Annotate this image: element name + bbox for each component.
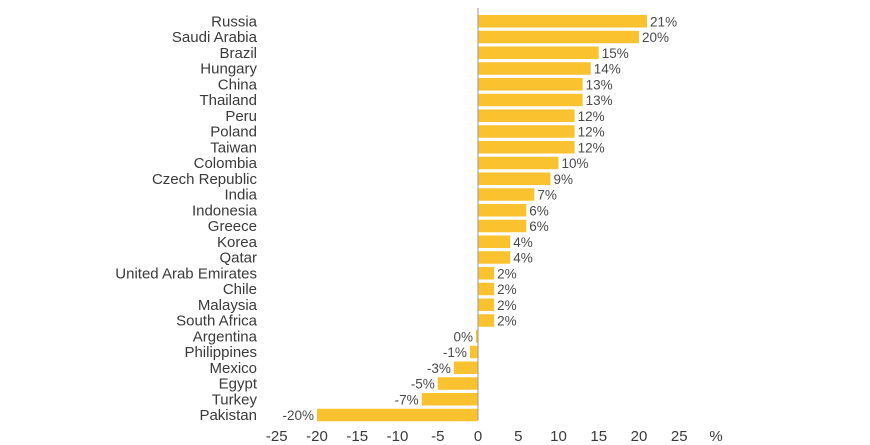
x-tick-label: -10 [387, 428, 409, 445]
bar [437, 377, 478, 390]
bar [478, 219, 527, 233]
category-label: Thailand [199, 92, 257, 109]
value-label: 4% [513, 235, 533, 250]
category-label: Saudi Arabia [172, 29, 258, 46]
category-label: Argentina [193, 328, 258, 345]
bar [478, 141, 575, 154]
category-label: Greece [208, 218, 257, 235]
bars-group [317, 15, 648, 422]
bar [478, 15, 648, 28]
x-tick-label: 15 [590, 428, 607, 445]
value-label: 21% [650, 14, 677, 29]
value-label: 13% [586, 77, 613, 92]
value-label: 15% [602, 46, 629, 61]
bar [478, 109, 575, 122]
category-label: Poland [210, 124, 257, 141]
category-label: Chile [223, 281, 257, 298]
category-label: Pakistan [199, 407, 257, 424]
category-label: Qatar [219, 250, 257, 267]
x-axis-unit-label: % [709, 428, 722, 445]
category-label: Czech Republic [152, 171, 258, 188]
value-label: 10% [562, 156, 589, 171]
category-label: South Africa [176, 313, 258, 330]
x-tick-label: -20 [306, 428, 328, 445]
value-label: 2% [497, 298, 517, 313]
bar [421, 393, 478, 406]
category-label: Malaysia [198, 297, 258, 314]
value-label: 9% [553, 172, 573, 187]
bar [478, 46, 599, 59]
x-tick-label: 25 [671, 428, 688, 445]
category-label: Peru [225, 108, 257, 125]
value-label: 14% [594, 62, 621, 77]
value-label: 2% [497, 282, 517, 297]
category-label: Egypt [219, 376, 258, 393]
value-label: 12% [578, 109, 605, 124]
value-label: 20% [642, 30, 669, 45]
bar [478, 156, 559, 170]
bar [478, 235, 511, 248]
value-label: 7% [537, 188, 557, 203]
value-label: 0% [453, 329, 473, 344]
category-label: Taiwan [210, 139, 257, 156]
category-label: Korea [217, 234, 258, 251]
value-label: 12% [578, 125, 605, 140]
bar [478, 125, 575, 138]
value-label: -20% [282, 408, 314, 423]
x-tick-label: 10 [550, 428, 567, 445]
value-label: -7% [395, 392, 419, 407]
category-label: Turkey [212, 391, 258, 408]
value-label: 4% [513, 251, 533, 266]
value-label: -3% [427, 361, 451, 376]
value-labels-group: 21%20%15%14%13%13%12%12%12%10%9%7%6%6%4%… [282, 14, 677, 423]
x-tick-label: 0 [474, 428, 482, 445]
category-label: Russia [211, 13, 258, 30]
bar [478, 314, 495, 327]
bar [478, 188, 535, 201]
value-label: 2% [497, 266, 517, 281]
category-label: United Arab Emirates [115, 265, 257, 282]
category-label: Colombia [194, 155, 258, 172]
bar [476, 330, 478, 343]
category-label: Philippines [184, 344, 257, 361]
value-label: -1% [443, 345, 467, 360]
value-label: -5% [411, 377, 435, 392]
x-tick-label: 20 [631, 428, 648, 445]
category-label: China [218, 76, 258, 93]
x-tick-label: 5 [514, 428, 522, 445]
value-label: 2% [497, 314, 517, 329]
bar [478, 78, 583, 91]
bar [478, 298, 495, 311]
bar [317, 408, 478, 422]
category-label: Mexico [209, 360, 257, 377]
value-label: 12% [578, 140, 605, 155]
x-tick-label: -25 [266, 428, 288, 445]
bar [478, 282, 495, 296]
bar [478, 93, 583, 107]
category-label: Brazil [219, 45, 257, 62]
bar [478, 251, 511, 264]
category-label: Indonesia [192, 202, 258, 219]
bar [478, 62, 591, 75]
x-tick-label: -5 [431, 428, 444, 445]
bar [478, 267, 495, 280]
bar [478, 172, 551, 185]
x-tick-labels-group: -25 -20 -15 -10 -5 0 5 10 15 20 25 [266, 428, 688, 445]
category-label: Hungary [200, 61, 257, 78]
x-tick-label: -15 [346, 428, 368, 445]
bar [453, 361, 478, 374]
bar [478, 204, 527, 217]
category-label: India [224, 187, 257, 204]
value-label: 6% [529, 219, 549, 234]
bar [469, 345, 478, 359]
value-label: 6% [529, 203, 549, 218]
bar [478, 30, 639, 44]
value-label: 13% [586, 93, 613, 108]
